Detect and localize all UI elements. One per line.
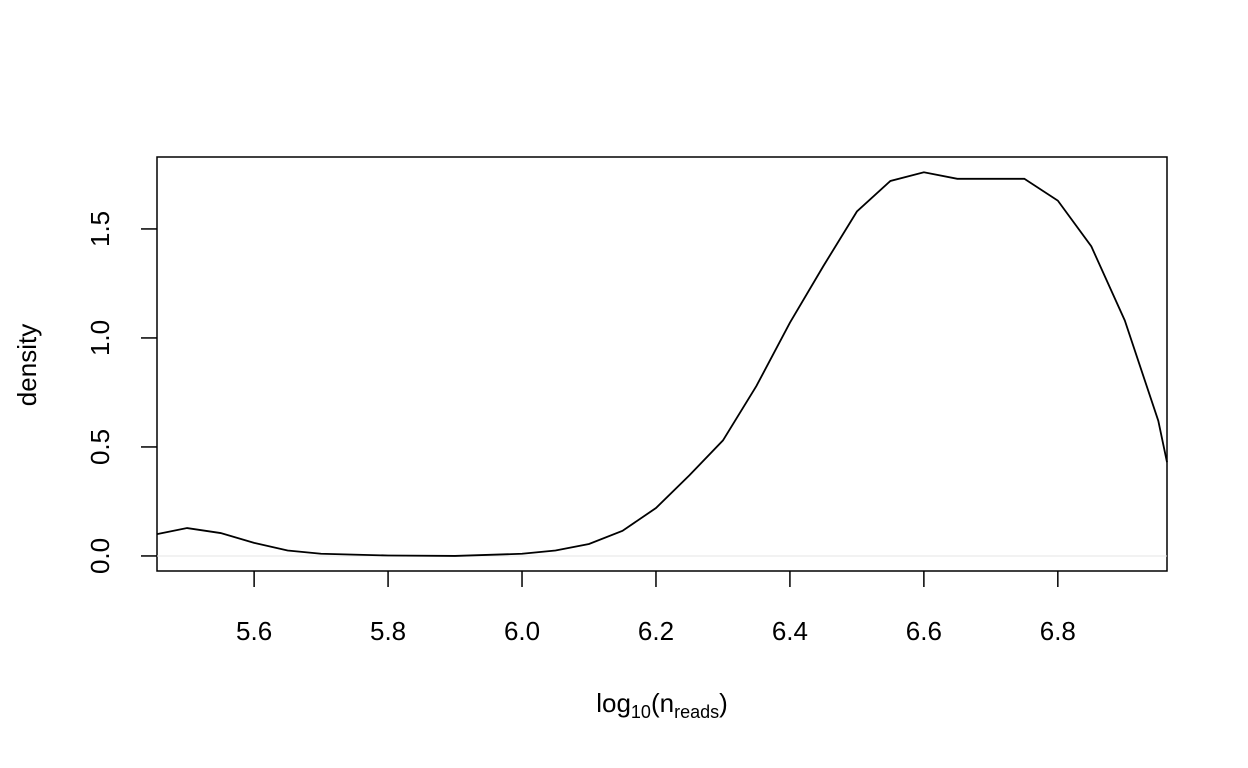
y-tick-label: 0.0 bbox=[85, 538, 115, 574]
y-tick-label: 1.0 bbox=[85, 320, 115, 356]
x-label-sub: reads bbox=[674, 702, 719, 722]
x-tick-label: 6.2 bbox=[638, 616, 674, 646]
x-tick-label: 5.6 bbox=[236, 616, 272, 646]
x-tick-label: 6.8 bbox=[1040, 616, 1076, 646]
x-axis-label: log10(nreads) bbox=[596, 688, 728, 722]
x-tick-label: 6.4 bbox=[772, 616, 808, 646]
x-label-part: log bbox=[596, 688, 631, 718]
x-tick-label: 6.6 bbox=[906, 616, 942, 646]
y-tick-label: 1.5 bbox=[85, 211, 115, 247]
plot-box bbox=[156, 156, 1168, 572]
x-tick-label: 6.0 bbox=[504, 616, 540, 646]
x-label-part: ) bbox=[719, 688, 728, 718]
density-line bbox=[156, 171, 1168, 557]
y-tick-label: 0.5 bbox=[85, 429, 115, 465]
x-label-part: (n bbox=[651, 688, 674, 718]
x-label-sub: 10 bbox=[631, 702, 651, 722]
x-tick-label: 5.8 bbox=[370, 616, 406, 646]
y-axis-label: density bbox=[12, 324, 42, 406]
